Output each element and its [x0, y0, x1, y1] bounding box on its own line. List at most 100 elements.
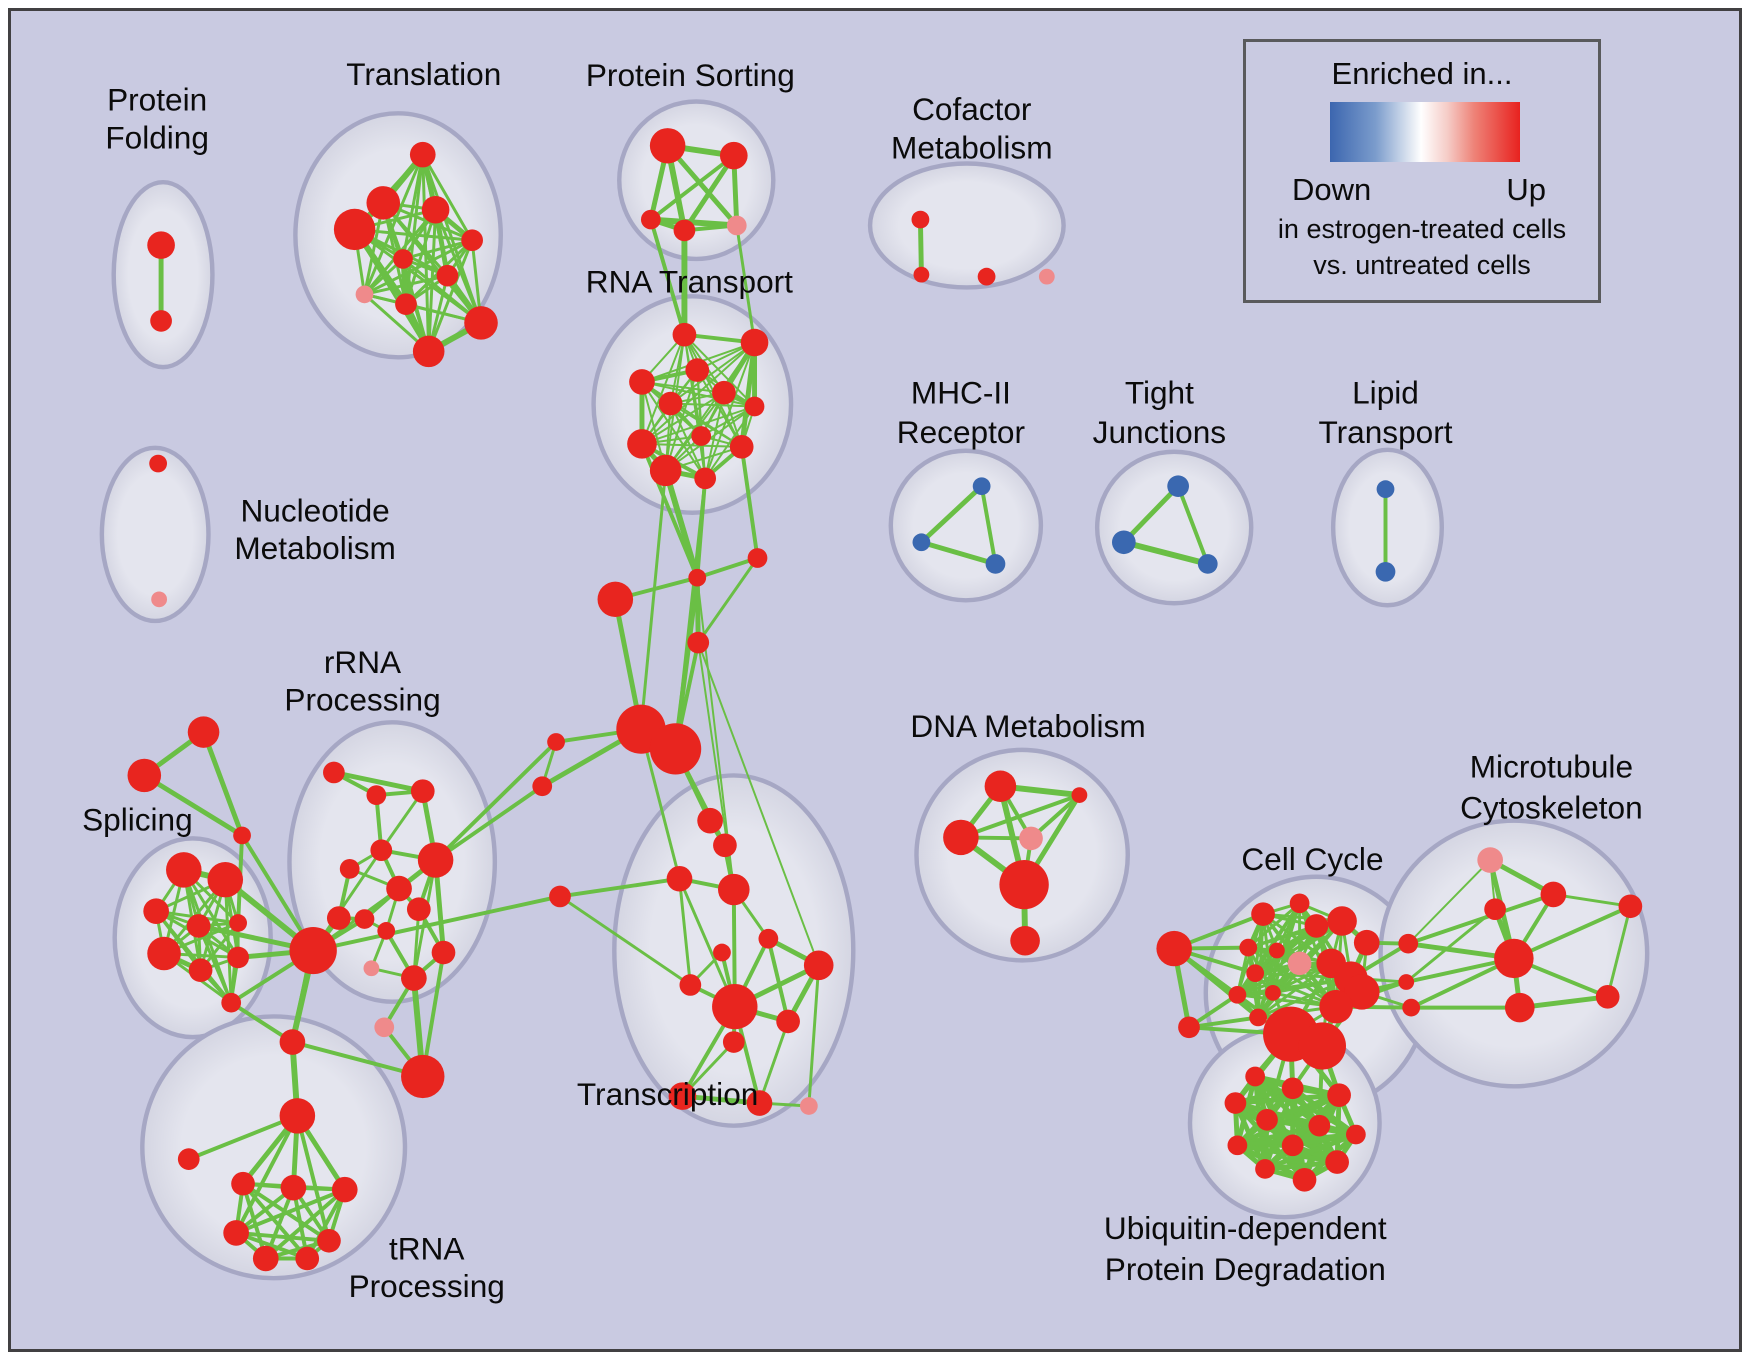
network-edge — [678, 877, 692, 987]
cluster-label-microtubule-cytoskeleton: Cytoskeleton — [1460, 790, 1643, 826]
cell-cycle-node-16 — [1249, 1008, 1268, 1027]
network-edge — [234, 1113, 300, 1235]
microtubule-cytoskeleton-node-6 — [1618, 894, 1643, 919]
cluster-label-translation: Translation — [346, 56, 501, 92]
cell-cycle-node-21 — [1398, 974, 1415, 990]
splicing-node-4 — [229, 914, 247, 932]
trna-processing-node-5 — [223, 1220, 249, 1246]
transcription-node-0 — [697, 807, 723, 834]
translation-node-9 — [464, 306, 498, 340]
nucleotide-metabolism-node-1 — [151, 591, 168, 608]
network-edge — [433, 784, 545, 863]
rna-transport-node-11 — [694, 467, 717, 490]
connectors-node-0 — [688, 568, 707, 587]
legend-gradient-bar — [1330, 102, 1520, 162]
rna-transport-node-9 — [729, 435, 754, 459]
rna-transport-node-4 — [658, 391, 683, 416]
cluster-label-protein-sorting: Protein Sorting — [586, 57, 795, 93]
network-edge — [201, 729, 245, 838]
network-edge — [695, 556, 760, 580]
splicing-node-7 — [227, 946, 249, 969]
network-edge — [1235, 961, 1333, 997]
cell-cycle-node-14 — [1228, 985, 1247, 1004]
cell-cycle-node-19 — [1298, 1022, 1347, 1070]
rrna-processing-node-12 — [363, 960, 380, 977]
cell-cycle-node-8 — [1268, 942, 1285, 959]
translation-node-2 — [421, 195, 450, 224]
rna-transport-node-6 — [744, 396, 765, 417]
translation-node-10 — [412, 335, 445, 368]
network-edge — [1187, 1015, 1261, 1030]
trna-processing-node-1 — [177, 1148, 200, 1170]
enrichment-map-figure: Protein Folding Translation Protein Sorting… — [8, 8, 1742, 1352]
network-edge — [807, 963, 821, 1108]
network-edge — [379, 789, 425, 852]
cluster-label-cell-cycle: Cell Cycle — [1241, 841, 1383, 877]
network-edge — [647, 216, 740, 229]
cluster-label-dna-metabolism: DNA Metabolism — [910, 708, 1145, 744]
splicing-node-0 — [166, 852, 202, 888]
nucleotide-metabolism-node-0 — [149, 454, 168, 473]
network-edge — [363, 238, 474, 296]
transcription-node-8 — [712, 984, 758, 1030]
network-edge — [640, 333, 686, 445]
cluster-label-nucleotide-metabolism: Nucleotide — [240, 493, 389, 529]
connectors-node-3 — [687, 631, 710, 654]
cluster-ellipse-mhc-ii-receptor — [888, 448, 1044, 603]
network-edge — [1551, 892, 1632, 908]
cluster-label-mhc-ii-receptor: Receptor — [897, 414, 1025, 450]
network-edge — [290, 1040, 425, 1079]
lipid-transport-node-1 — [1375, 561, 1396, 582]
node-layer — [127, 128, 1643, 1272]
dna-metabolism-node-0 — [984, 770, 1017, 802]
network-edge — [1121, 483, 1181, 545]
network-edge — [401, 238, 474, 261]
cluster-label-lipid-transport: Transport — [1318, 414, 1452, 450]
cluster-ellipse-cofactor-metabolism — [867, 161, 1066, 290]
rna-transport-node-1 — [740, 328, 769, 357]
mhc-ii-receptor-node-1 — [912, 533, 931, 552]
cluster-ellipse-nucleotide-metabolism — [99, 445, 211, 624]
transcription-node-4 — [758, 928, 779, 949]
network-edge — [739, 444, 760, 560]
cofactor-metabolism-node-2 — [977, 267, 996, 286]
trna-processing-node-6 — [317, 1228, 341, 1253]
microtubule-cytoskeleton-node-1 — [1540, 881, 1567, 908]
trna-processing-node-2 — [231, 1171, 255, 1196]
transcription-node-9 — [776, 1009, 800, 1034]
network-edge — [683, 333, 756, 408]
rrna-processing-node-1 — [366, 785, 387, 805]
dna-metabolism-node-4 — [999, 860, 1049, 910]
cluster-label-trna-processing: Processing — [349, 1268, 505, 1304]
rna-transport-node-7 — [691, 426, 712, 446]
cluster-label-lipid-transport: Lipid — [1352, 375, 1419, 411]
rrna-processing-node-10 — [377, 922, 396, 940]
rna-transport-node-5 — [712, 380, 736, 405]
network-edge — [223, 878, 233, 1005]
rrna-processing-node-8 — [326, 906, 351, 930]
cell-cycle-node-13 — [1246, 964, 1265, 983]
lipid-transport-node-0 — [1376, 480, 1395, 498]
network-edge — [295, 1113, 331, 1243]
network-edge — [427, 238, 474, 353]
protein-sorting-node-0 — [649, 128, 686, 164]
cluster-ellipse-tight-junctions — [1094, 449, 1254, 606]
rna-transport-node-3 — [629, 369, 655, 395]
network-edge — [1256, 976, 1353, 1019]
rna-transport-node-10 — [649, 454, 682, 487]
rna-transport-node-0 — [672, 322, 697, 347]
network-edge — [669, 341, 756, 405]
network-edge — [674, 476, 707, 751]
splicing-node-2 — [143, 898, 169, 924]
connectors-node-5 — [649, 723, 702, 775]
legend-subtitle-line2: vs. untreated cells — [1313, 250, 1531, 280]
network-edge — [1407, 859, 1492, 945]
translation-node-6 — [436, 264, 459, 287]
network-edge — [331, 770, 426, 794]
dna-metabolism-node-3 — [1019, 826, 1043, 851]
transcription-node-10 — [722, 1031, 745, 1053]
dna-metabolism-node-1 — [1071, 787, 1088, 803]
translation-node-5 — [393, 249, 413, 269]
transcription-node-6 — [679, 974, 702, 996]
